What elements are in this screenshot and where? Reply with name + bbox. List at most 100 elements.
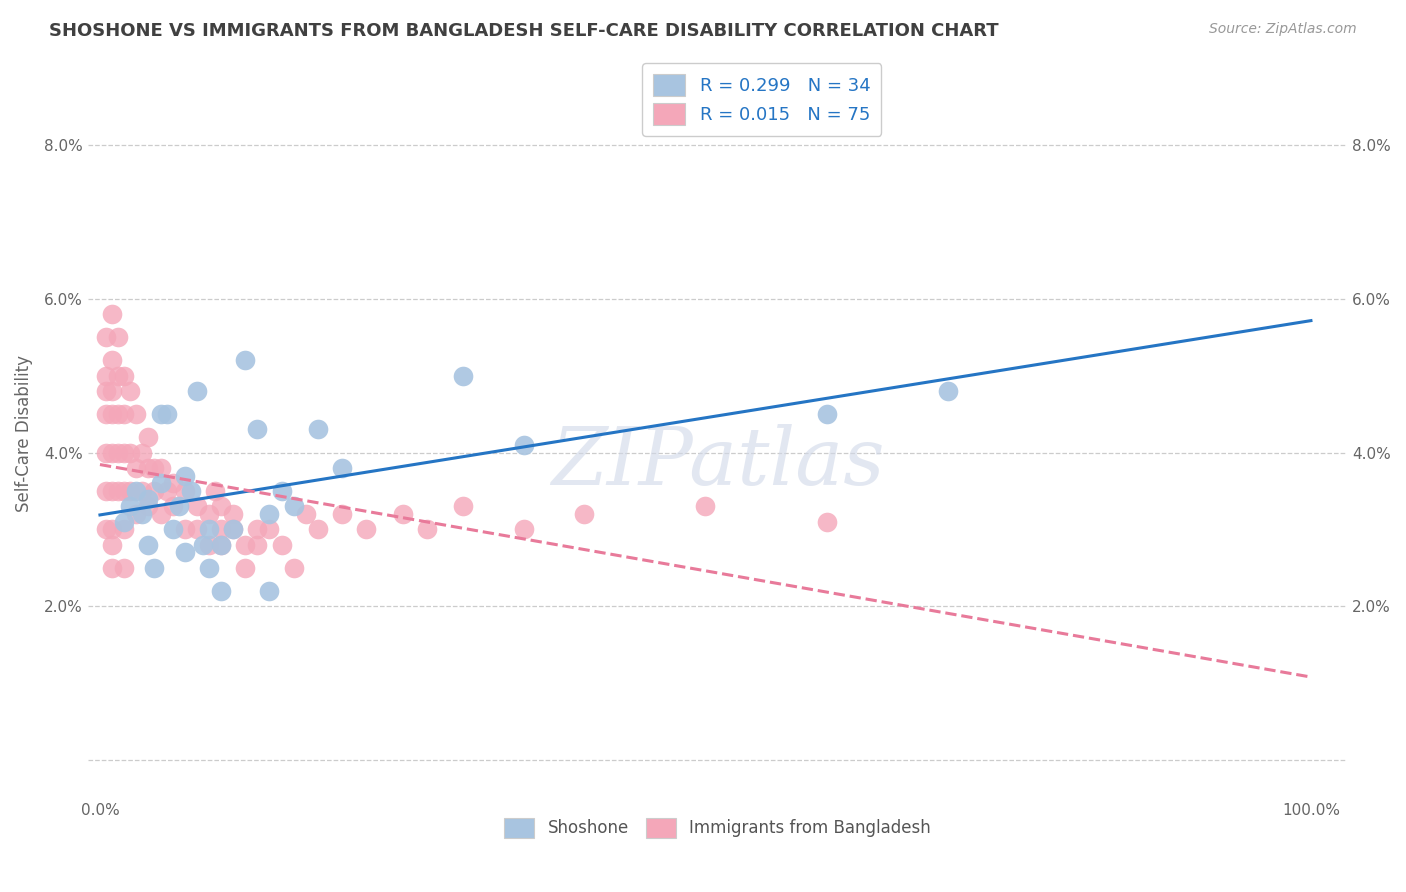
- Point: [513, 438, 536, 452]
- Point: [222, 507, 245, 521]
- Point: [112, 368, 135, 383]
- Y-axis label: Self-Care Disability: Self-Care Disability: [15, 355, 32, 512]
- Point: [270, 538, 292, 552]
- Point: [222, 522, 245, 536]
- Point: [138, 491, 160, 506]
- Point: [94, 483, 117, 498]
- Point: [451, 368, 474, 383]
- Point: [120, 445, 142, 459]
- Point: [131, 483, 153, 498]
- Point: [283, 500, 305, 514]
- Point: [186, 522, 208, 536]
- Text: Source: ZipAtlas.com: Source: ZipAtlas.com: [1209, 22, 1357, 37]
- Point: [259, 583, 281, 598]
- Point: [330, 507, 353, 521]
- Point: [155, 407, 177, 421]
- Point: [815, 407, 838, 421]
- Point: [112, 483, 135, 498]
- Point: [112, 445, 135, 459]
- Point: [120, 500, 142, 514]
- Text: SHOSHONE VS IMMIGRANTS FROM BANGLADESH SELF-CARE DISABILITY CORRELATION CHART: SHOSHONE VS IMMIGRANTS FROM BANGLADESH S…: [49, 22, 998, 40]
- Point: [112, 522, 135, 536]
- Point: [149, 407, 172, 421]
- Point: [101, 522, 124, 536]
- Point: [180, 483, 202, 498]
- Legend: Shoshone, Immigrants from Bangladesh: Shoshone, Immigrants from Bangladesh: [498, 811, 938, 845]
- Point: [101, 407, 124, 421]
- Point: [209, 522, 232, 536]
- Point: [191, 538, 214, 552]
- Point: [94, 368, 117, 383]
- Point: [120, 483, 142, 498]
- Point: [198, 522, 221, 536]
- Point: [94, 407, 117, 421]
- Point: [94, 445, 117, 459]
- Point: [416, 522, 439, 536]
- Point: [131, 507, 153, 521]
- Point: [138, 538, 160, 552]
- Point: [149, 461, 172, 475]
- Point: [107, 407, 129, 421]
- Point: [101, 445, 124, 459]
- Point: [233, 538, 256, 552]
- Point: [233, 353, 256, 368]
- Point: [198, 538, 221, 552]
- Point: [125, 507, 148, 521]
- Point: [149, 507, 172, 521]
- Point: [695, 500, 717, 514]
- Point: [246, 422, 269, 436]
- Point: [186, 384, 208, 398]
- Point: [120, 384, 142, 398]
- Point: [198, 507, 221, 521]
- Point: [513, 522, 536, 536]
- Point: [167, 500, 190, 514]
- Point: [307, 522, 329, 536]
- Point: [233, 560, 256, 574]
- Point: [162, 522, 184, 536]
- Point: [173, 522, 195, 536]
- Point: [155, 483, 177, 498]
- Point: [574, 507, 596, 521]
- Point: [209, 538, 232, 552]
- Point: [101, 483, 124, 498]
- Point: [107, 483, 129, 498]
- Point: [143, 461, 166, 475]
- Point: [270, 483, 292, 498]
- Point: [173, 468, 195, 483]
- Point: [125, 407, 148, 421]
- Point: [451, 500, 474, 514]
- Point: [307, 422, 329, 436]
- Point: [138, 461, 160, 475]
- Point: [209, 500, 232, 514]
- Point: [173, 545, 195, 559]
- Point: [259, 522, 281, 536]
- Point: [330, 461, 353, 475]
- Point: [222, 522, 245, 536]
- Point: [101, 560, 124, 574]
- Point: [94, 522, 117, 536]
- Point: [356, 522, 378, 536]
- Point: [162, 500, 184, 514]
- Point: [391, 507, 413, 521]
- Point: [143, 560, 166, 574]
- Point: [94, 330, 117, 344]
- Point: [131, 445, 153, 459]
- Point: [107, 330, 129, 344]
- Point: [112, 560, 135, 574]
- Point: [94, 384, 117, 398]
- Point: [283, 560, 305, 574]
- Point: [209, 583, 232, 598]
- Point: [295, 507, 318, 521]
- Point: [209, 538, 232, 552]
- Point: [149, 476, 172, 491]
- Point: [101, 384, 124, 398]
- Point: [259, 507, 281, 521]
- Point: [186, 500, 208, 514]
- Point: [143, 483, 166, 498]
- Point: [112, 407, 135, 421]
- Point: [138, 430, 160, 444]
- Point: [125, 461, 148, 475]
- Point: [198, 560, 221, 574]
- Point: [204, 483, 226, 498]
- Point: [246, 538, 269, 552]
